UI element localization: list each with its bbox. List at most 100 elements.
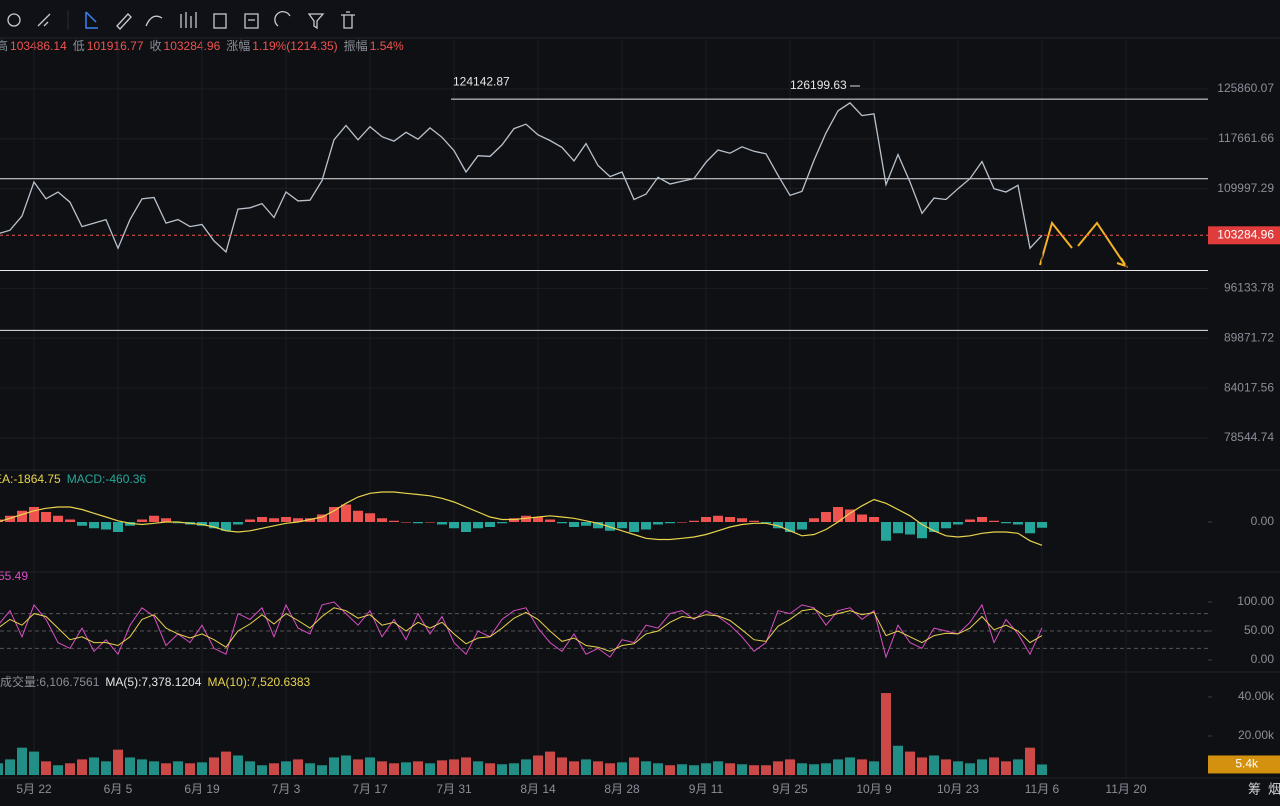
macd-bar — [881, 522, 891, 541]
volume-bar — [773, 761, 783, 775]
macd-bar — [725, 517, 735, 522]
y-tick-label: 109997.29 — [1217, 181, 1274, 195]
price-annotation: 124142.87 — [453, 74, 510, 88]
forecast-path — [1077, 221, 1126, 266]
volume-bar — [1001, 761, 1011, 775]
volume-bar — [1037, 764, 1047, 775]
volume-bar — [269, 763, 279, 775]
indicator-value: 55.49 — [0, 569, 28, 583]
header-value: 1.19%(1214.35) — [252, 39, 337, 53]
volume-bar — [857, 759, 867, 775]
indicator-name: MACD: — [67, 472, 106, 486]
macd-bar — [221, 522, 231, 531]
macd-bar — [977, 517, 987, 522]
volume-bar — [473, 761, 483, 775]
volume-bar — [0, 763, 3, 775]
volume-bar — [65, 763, 75, 775]
tool-icon[interactable] — [274, 11, 291, 27]
volume-bar — [1025, 747, 1035, 775]
macd-bar — [941, 522, 951, 529]
volume-bar — [401, 762, 411, 775]
volume-bar — [809, 764, 819, 775]
y-tick-label: 84017.56 — [1224, 380, 1274, 394]
volume-bar — [137, 759, 147, 775]
volume-bar — [5, 759, 15, 775]
x-tick-label: 5月 22 — [16, 782, 52, 796]
volume-bar — [1013, 759, 1023, 775]
macd-bar — [305, 518, 315, 522]
macd-bar — [713, 515, 723, 522]
macd-bar — [473, 522, 483, 529]
volume-bar — [245, 761, 255, 775]
macd-bar — [701, 517, 711, 522]
tool-icon[interactable] — [145, 15, 163, 27]
macd-bar — [77, 522, 87, 526]
macd-bar — [989, 520, 999, 522]
volume-bar — [701, 763, 711, 775]
ohlc-header: 高 103486.14 低 101916.77 收 103284.96 涨幅 1.19%(12… — [0, 38, 404, 53]
macd-bar — [929, 522, 939, 532]
y-tick-label: 0.00 — [1251, 514, 1275, 528]
macd-bar — [557, 522, 567, 524]
series-line — [0, 601, 1043, 659]
volume-bar — [317, 765, 327, 775]
macd-bar — [389, 520, 399, 522]
footer-button[interactable]: 筹 — [1248, 781, 1261, 796]
macd-bar — [869, 517, 879, 522]
volume-bar — [293, 759, 303, 775]
tool-icon[interactable] — [341, 11, 355, 29]
toolbar-bg — [0, 0, 1280, 38]
volume-bar — [953, 761, 963, 775]
tool-icon[interactable] — [116, 13, 132, 30]
tool-icon[interactable] — [7, 13, 21, 27]
macd-bar — [761, 522, 771, 524]
macd-bar — [509, 518, 519, 522]
volume-bar — [41, 761, 51, 775]
series-line — [0, 491, 1043, 546]
macd-bar — [329, 507, 339, 522]
macd-bar — [269, 518, 279, 522]
tool-icon[interactable] — [180, 12, 197, 28]
volume-bar — [533, 755, 543, 775]
volume-bar — [281, 761, 291, 775]
macd-bar — [29, 507, 39, 522]
tool-icon[interactable] — [244, 13, 259, 29]
volume-bar — [29, 751, 39, 775]
indicator-value: -1864.75 — [13, 472, 61, 486]
macd-bar — [653, 522, 663, 525]
macd-bar — [833, 507, 843, 522]
macd-bar — [737, 518, 747, 522]
volume-bar — [449, 759, 459, 775]
x-tick-label: 9月 25 — [772, 782, 808, 796]
macd-bar — [893, 522, 903, 534]
macd-bar — [497, 522, 507, 524]
tool-icon[interactable] — [213, 13, 227, 29]
volume-bar — [365, 757, 375, 775]
tool-icon[interactable] — [37, 13, 51, 27]
x-tick-label: 11月 20 — [1105, 782, 1146, 796]
macd-bar — [137, 519, 147, 522]
volume-bar — [941, 759, 951, 775]
x-tick-label: 9月 11 — [689, 782, 724, 796]
x-tick-label: 8月 14 — [520, 782, 556, 796]
volume-bar — [869, 761, 879, 775]
volume-bar — [617, 762, 627, 775]
macd-bar — [533, 517, 543, 522]
macd-bar — [233, 522, 243, 525]
volume-bar — [233, 755, 243, 775]
volume-bar — [413, 761, 423, 775]
footer-button[interactable]: 烟 — [1268, 781, 1280, 796]
macd-bar — [677, 522, 687, 523]
volume-bar — [161, 763, 171, 775]
volume-bar — [425, 763, 435, 775]
tool-icon[interactable] — [307, 13, 325, 30]
volume-bar — [101, 761, 111, 775]
volume-bar — [629, 757, 639, 775]
macd-bar — [341, 504, 351, 522]
macd-bar — [413, 522, 423, 524]
macd-bar — [845, 509, 855, 522]
indicator-name: EA: — [0, 472, 13, 486]
tool-icon[interactable] — [85, 11, 98, 29]
macd-bar — [665, 522, 675, 524]
y-tick-label: 78544.74 — [1224, 430, 1274, 444]
